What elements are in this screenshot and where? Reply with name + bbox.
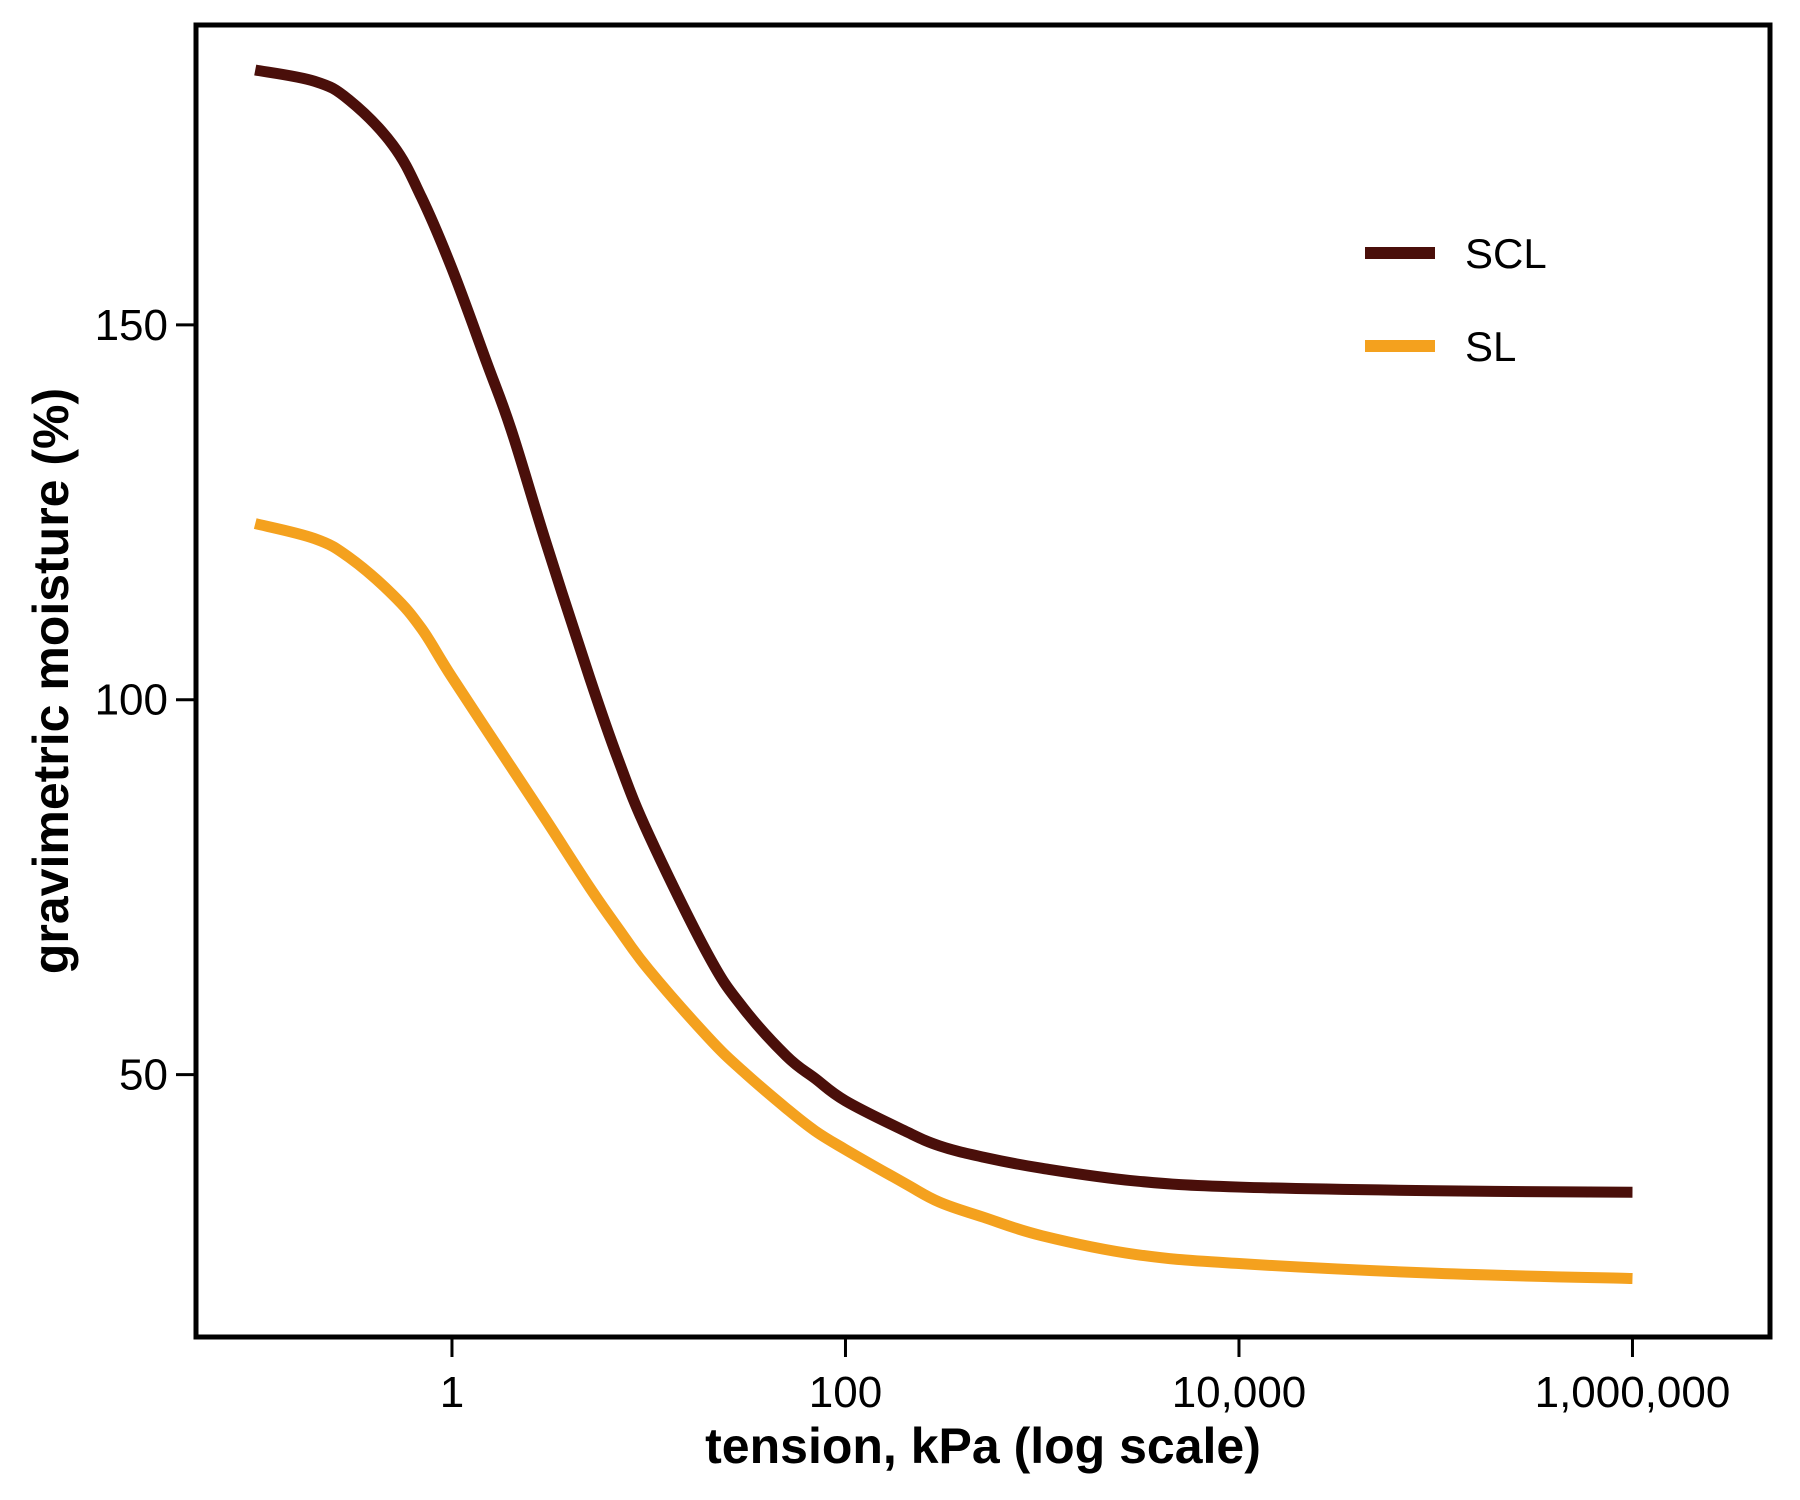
x-tick-label: 100 (809, 1368, 882, 1417)
y-tick-label: 100 (95, 676, 168, 725)
x-tick-label: 10,000 (1172, 1368, 1307, 1417)
x-axis-title: tension, kPa (log scale) (705, 1418, 1261, 1474)
series-layer (253, 64, 1633, 1285)
legend: SCL SL (1365, 230, 1547, 370)
y-tick-label: 150 (95, 301, 168, 350)
y-axis: 50 100 150 (95, 301, 196, 1100)
legend-label-sl: SL (1465, 323, 1516, 370)
x-tick-label: 1 (440, 1368, 464, 1417)
legend-label-scl: SCL (1465, 230, 1547, 277)
series-line-scl (254, 64, 1633, 1198)
x-tick-label: 1,000,000 (1535, 1368, 1731, 1417)
plot-frame (193, 22, 1773, 1340)
y-axis-title: gravimetric moisture (%) (23, 388, 79, 974)
x-axis: 1 100 10,000 1,000,000 (440, 1337, 1731, 1417)
series-line-sl (253, 518, 1633, 1285)
y-tick-label: 50 (119, 1051, 168, 1100)
